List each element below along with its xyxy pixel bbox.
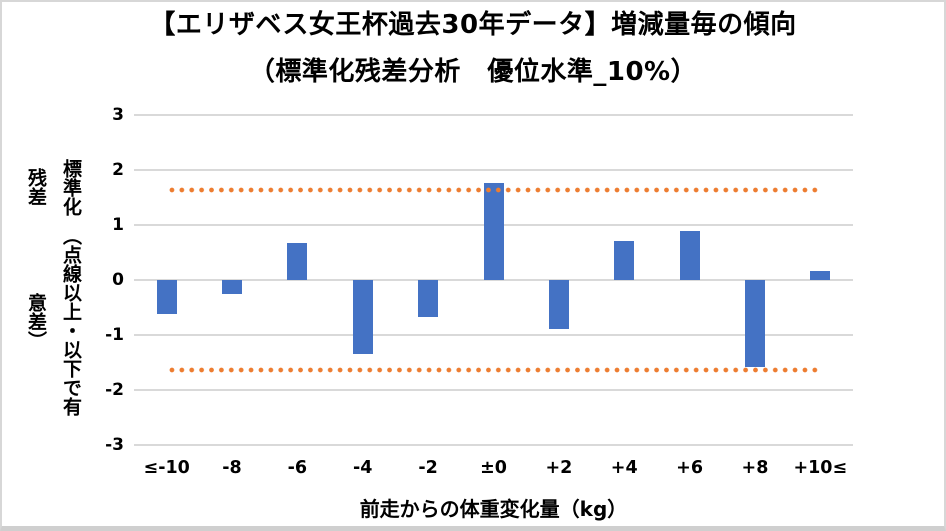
gridline — [134, 169, 853, 171]
x-tick-label: +4 — [610, 458, 638, 478]
gridline — [134, 389, 853, 391]
chart-title: 【エリザベス女王杯過去30年データ】増減量毎の傾向 — [149, 10, 797, 40]
x-tick-label: -6 — [287, 458, 308, 478]
x-tick-label: ±0 — [480, 458, 507, 478]
x-tick-label: ≤-10 — [143, 458, 190, 478]
y-axis-title: 標準化残差 （点線以上・以下で有意差） — [18, 150, 88, 418]
bar-+2 — [548, 280, 569, 329]
x-tick-label: -4 — [353, 458, 373, 478]
bar-+4 — [614, 240, 635, 280]
bar--8 — [222, 280, 243, 294]
y-tick-label: 2 — [112, 160, 124, 180]
gridline — [134, 444, 853, 446]
gridline — [134, 279, 853, 281]
x-tick-label: +10≤ — [793, 458, 848, 478]
plot-area — [134, 114, 853, 446]
chart-subtitle: （標準化残差分析 優位水準_10%） — [248, 57, 698, 87]
x-tick-label: -2 — [418, 458, 438, 478]
y-axis-title-note: （点線以上・以下で有意差） — [25, 226, 82, 417]
bar-+8 — [744, 280, 765, 368]
y-tick-label: 0 — [112, 270, 124, 290]
significance-line-lower — [166, 367, 821, 374]
gridline — [134, 114, 853, 116]
gridline — [134, 334, 853, 336]
y-tick-label: -1 — [105, 325, 124, 345]
bar-±0 — [483, 183, 504, 280]
y-tick-label: -2 — [105, 380, 124, 400]
x-tick-label: +8 — [741, 458, 769, 478]
x-tick-label: +6 — [676, 458, 703, 478]
bar-+6 — [679, 230, 700, 280]
x-axis-title: 前走からの体重変化量（kg） — [359, 497, 628, 521]
y-axis-title-main: 標準化残差 — [25, 158, 82, 216]
bar--6 — [287, 242, 308, 280]
bar--4 — [352, 280, 373, 355]
bar--2 — [418, 280, 439, 317]
x-tick-label: +2 — [545, 458, 573, 478]
bar-≤-10 — [156, 280, 177, 315]
y-tick-label: 3 — [112, 105, 124, 125]
chart-title-block: 【エリザベス女王杯過去30年データ】増減量毎の傾向 （標準化残差分析 優位水準_… — [2, 12, 944, 85]
y-tick-label: 1 — [112, 215, 124, 235]
x-tick-label: -8 — [222, 458, 242, 478]
significance-line-upper — [166, 186, 821, 193]
y-tick-label: -3 — [105, 435, 124, 455]
bar-+10≤ — [810, 271, 831, 280]
